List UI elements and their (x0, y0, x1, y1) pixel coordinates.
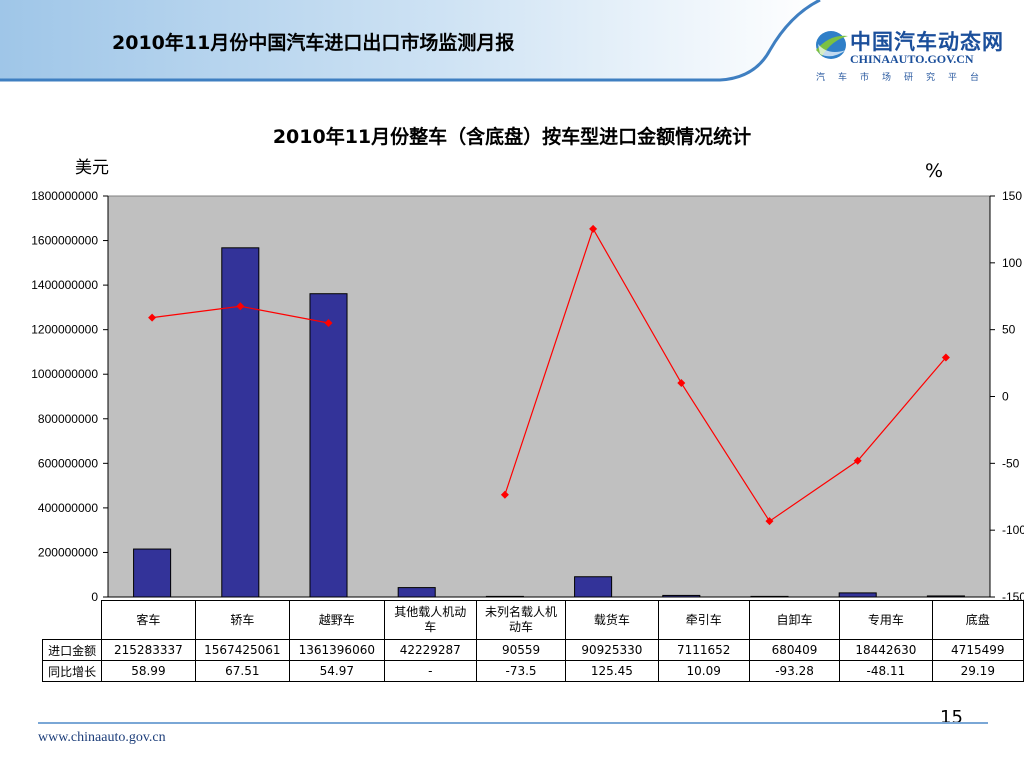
y-tick-label: 1400000000 (31, 278, 98, 292)
table-value-cell: -48.11 (839, 660, 933, 682)
table-value-cell: 7111652 (657, 639, 750, 661)
bar (750, 595, 789, 598)
table-value-cell: 125.45 (565, 660, 659, 682)
logo: 中国汽车动态网 CHINAAUTO.GOV.CN 汽车市场研究平台 (812, 24, 1004, 84)
growth-point (324, 319, 333, 328)
table-value-cell: 29.19 (931, 660, 1024, 682)
table-value-cell: 58.99 (101, 660, 196, 682)
table-corner-cell (42, 600, 103, 640)
logo-domain: CHINAAUTO.GOV.CN (850, 52, 974, 66)
growth-point (765, 517, 774, 526)
logo-tagline: 汽车市场研究平台 (816, 73, 993, 83)
bar (309, 293, 348, 598)
table-value-cell: 1361396060 (289, 639, 385, 661)
growth-point (148, 313, 157, 322)
bar (926, 595, 965, 598)
y-tick-label: 800000000 (38, 412, 98, 426)
chart-area: 0 200000000 400000000 600000000 800000000 100… (31, 189, 1024, 604)
table-category-cell: 底盘 (931, 600, 1024, 640)
header-bar (0, 0, 821, 82)
footer-url: www.chinaauto.gov.cn (38, 730, 166, 745)
table-value-cell: - (383, 660, 477, 682)
bar (662, 594, 701, 598)
table-row-yoy-growth: 同比增长 58.99 67.51 54.97- -73.5 125.45 10.09 -93.… (41, 660, 1024, 682)
growth-point (236, 302, 245, 311)
y2-tick-label: -100 (1002, 523, 1024, 537)
y2-tick-label: 50 (1002, 323, 1016, 337)
table-value-cell: 680409 (748, 639, 841, 661)
y2-tick-label: 150 (1002, 189, 1022, 203)
y2-tick-label: 100 (1002, 256, 1022, 270)
growth-point (853, 456, 862, 465)
table-category-cell: 轿车 (194, 600, 291, 640)
y-tick-label: 1600000000 (31, 234, 98, 248)
bar (133, 548, 172, 598)
table-value-cell: 67.51 (194, 660, 291, 682)
growth-point (589, 224, 598, 233)
table-category-cell: 牵引车 (657, 600, 750, 640)
table-category-cell: 客车 (101, 600, 196, 640)
table-value-cell: 90925330 (565, 639, 659, 661)
y-tick-label: 600000000 (38, 456, 98, 470)
table-category-cell: 其他载人机动车 (383, 600, 477, 640)
header-title: 2010年11月份中国汽车进口出口市场监测月报 (112, 32, 515, 54)
chart-title: 2010年11月份整车（含底盘）按车型进口金额情况统计 (272, 126, 752, 148)
y-tick-label: 400000000 (38, 501, 98, 515)
table-value-cell: 4715499 (931, 639, 1024, 661)
data-table: 客车 轿车 越野车 其他载人机动车 未列名载人机动车 载货车 牵引车 自卸车 专用车 底盘 进口金额… (41, 600, 1024, 682)
table-value-cell: 215283337 (101, 639, 196, 661)
y-axis-label-left: 美元 (75, 158, 109, 178)
y2-tick-label: -50 (1002, 456, 1020, 470)
table-category-cell: 载货车 (565, 600, 659, 640)
y-axis-label-right: % (925, 160, 944, 182)
y2-tick-label: 0 (1002, 390, 1009, 404)
table-category-cell: 越野车 (289, 600, 385, 640)
logo-swoosh-icon (816, 31, 848, 59)
table-value-cell: -73.5 (475, 660, 567, 682)
table-value-cell: -93.28 (748, 660, 841, 682)
table-value-cell: 18442630 (839, 639, 933, 661)
y-tick-label: 1200000000 (31, 323, 98, 337)
table-value-cell: 90559 (475, 639, 567, 661)
table-row-import-value: 进口金额 215283337 1567425061 1361396060 4222928… (41, 639, 1024, 661)
table-category-cell: 未列名载人机动车 (475, 600, 567, 640)
y-tick-label: 1000000000 (31, 367, 98, 381)
bar (838, 592, 877, 598)
bar (397, 587, 436, 598)
bar (485, 595, 524, 598)
table-row-header: 同比增长 (41, 660, 103, 682)
table-value-cell: 10.09 (657, 660, 750, 682)
growth-line (504, 227, 947, 523)
table-value-cell: 1567425061 (194, 639, 291, 661)
page-number: 15 (940, 707, 963, 728)
growth-point (941, 353, 950, 362)
logo-name: 中国汽车动态网 (850, 30, 1004, 54)
table-value-cell: 54.97 (289, 660, 385, 682)
y-tick-label: 200000000 (38, 545, 98, 559)
y-tick-label: 1800000000 (31, 189, 98, 203)
table-category-cell: 自卸车 (748, 600, 841, 640)
bar (574, 576, 613, 598)
table-row-header: 进口金额 (41, 639, 103, 661)
growth-point (500, 490, 509, 499)
growth-point (677, 379, 686, 388)
y-tick-label: 0 (91, 590, 98, 604)
table-value-cell: 42229287 (383, 639, 477, 661)
table-row-categories: 客车 轿车 越野车 其他载人机动车 未列名载人机动车 载货车 牵引车 自卸车 专用车 底盘 (42, 600, 1024, 640)
footer-divider (38, 722, 988, 724)
bar (221, 247, 260, 598)
table-category-cell: 专用车 (839, 600, 933, 640)
